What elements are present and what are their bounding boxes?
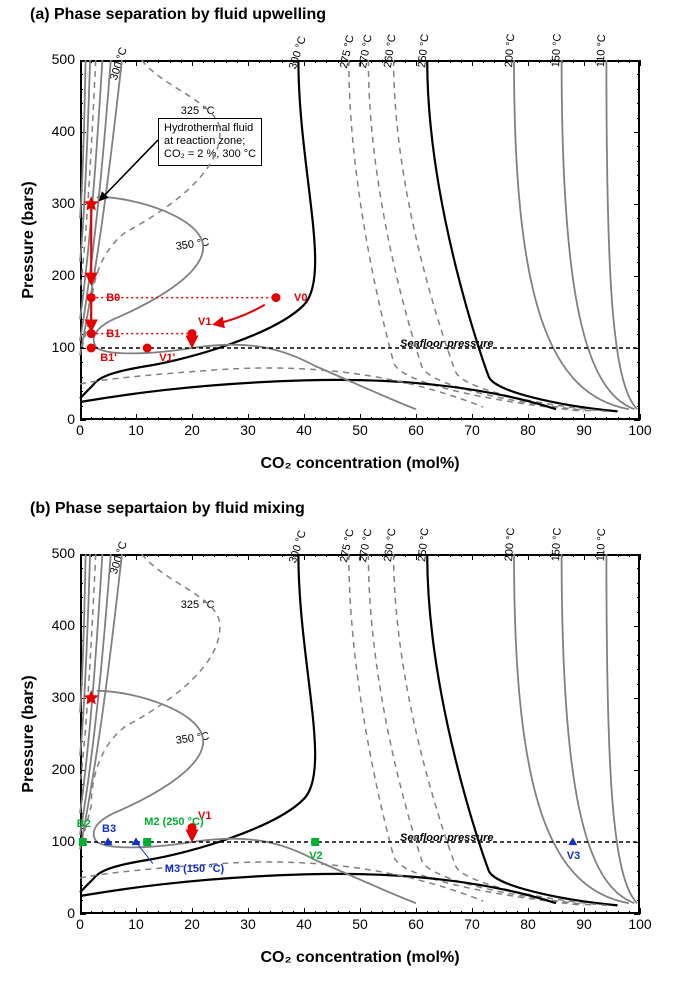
point-label-V2: V2 (309, 850, 322, 862)
xtick: 50 (340, 916, 380, 932)
xtick: 30 (228, 916, 268, 932)
isotherm-curve (94, 197, 416, 409)
isotherm-curve (606, 60, 637, 409)
point-B2 (79, 838, 87, 846)
vapor-path-arrow (214, 305, 264, 324)
isotherm-curve (80, 60, 220, 355)
point-M2 (250 °C) (143, 838, 151, 846)
point-label-M2 (250 °C): M2 (250 °C) (144, 816, 203, 828)
point-B3 (104, 837, 113, 845)
xtick-mark (640, 908, 641, 914)
point-label-V1: V1 (198, 316, 211, 328)
point-B0 (87, 293, 96, 302)
ytick: 500 (45, 545, 75, 561)
point-label-V0: V0 (294, 292, 307, 304)
point-label-M3 (150 °C): M3 (150 °C) (165, 863, 224, 875)
xtick: 60 (396, 916, 436, 932)
isotherm-curve (606, 554, 637, 903)
ytick: 100 (45, 339, 75, 355)
isotherm-curve (349, 554, 584, 905)
isotherm-curve (80, 368, 483, 407)
panel-a-ylabel: Pressure (bars) (20, 60, 38, 420)
ytick: 200 (45, 267, 75, 283)
isotherm-curve (514, 60, 629, 409)
point-label-B3: B3 (102, 823, 116, 835)
xtick: 90 (564, 916, 604, 932)
ytick: 0 (45, 905, 75, 921)
xtick: 10 (116, 422, 156, 438)
xtick: 80 (508, 422, 548, 438)
panel-a: (a) Phase separation by fluid upwelling … (0, 0, 685, 494)
isotherm-curve (349, 60, 584, 411)
ytick-mark (634, 914, 640, 915)
xtick-mark (640, 60, 641, 66)
ytick: 400 (45, 123, 75, 139)
panel-a-overlay (80, 60, 640, 420)
xtick: 20 (172, 422, 212, 438)
ytick: 0 (45, 411, 75, 427)
isotherm-curve (394, 60, 607, 411)
isotherm-curve (80, 554, 220, 849)
xtick: 10 (116, 916, 156, 932)
point-V2 (311, 838, 319, 846)
xtick: 40 (284, 422, 324, 438)
point-label-B1: B1 (106, 328, 120, 340)
xtick: 60 (396, 422, 436, 438)
isotherm-curve (94, 691, 416, 903)
xtick: 20 (172, 916, 212, 932)
point-B1' (87, 344, 96, 353)
ytick: 300 (45, 689, 75, 705)
ytick: 100 (45, 833, 75, 849)
panel-b-overlay (80, 554, 640, 914)
point-label-V1': V1' (159, 352, 175, 364)
isotherm-curve (80, 862, 483, 901)
point-label-V3: V3 (567, 850, 580, 862)
point-label-B2: B2 (77, 818, 91, 830)
xtick: 90 (564, 422, 604, 438)
ytick-mark (80, 914, 86, 915)
isotherm-curve (80, 60, 122, 355)
point-label-B0: B0 (106, 292, 120, 304)
point-B1 (87, 329, 96, 338)
panel-b: (b) Phase separtaion by fluid mixing CO₂… (0, 494, 685, 988)
ytick: 300 (45, 195, 75, 211)
panel-b-ylabel: Pressure (bars) (20, 554, 38, 914)
isotherm-curve (427, 554, 617, 905)
xtick: 70 (452, 422, 492, 438)
ytick: 500 (45, 51, 75, 67)
point-label-B1': B1' (100, 352, 117, 364)
xtick: 70 (452, 916, 492, 932)
ytick: 200 (45, 761, 75, 777)
point-M3 (150 °C) (132, 837, 141, 845)
point-V1' (143, 344, 152, 353)
isotherm-curve (80, 380, 556, 409)
panel-a-xlabel: CO₂ concentration (mol%) (80, 455, 640, 473)
xtick: 100 (620, 916, 660, 932)
panel-b-xlabel: CO₂ concentration (mol%) (80, 949, 640, 967)
xtick: 100 (620, 422, 660, 438)
point-V3 (568, 837, 577, 845)
isotherm-curve (562, 60, 635, 409)
panel-b-title: (b) Phase separtaion by fluid mixing (30, 500, 305, 518)
xtick-mark (640, 414, 641, 420)
xtick: 50 (340, 422, 380, 438)
ytick-mark (634, 420, 640, 421)
panel-a-title: (a) Phase separation by fluid upwelling (30, 6, 326, 24)
figure-root: (a) Phase separation by fluid upwelling … (0, 0, 685, 988)
ytick: 400 (45, 617, 75, 633)
xtick: 40 (284, 916, 324, 932)
point-V1 (188, 329, 197, 338)
isotherm-curve (80, 554, 122, 849)
xtick: 30 (228, 422, 268, 438)
xtick: 80 (508, 916, 548, 932)
isotherm-curve (80, 874, 556, 903)
isotherm-curve (427, 60, 617, 411)
point-V0 (272, 293, 281, 302)
xtick-mark (640, 554, 641, 560)
ytick-mark (80, 420, 86, 421)
